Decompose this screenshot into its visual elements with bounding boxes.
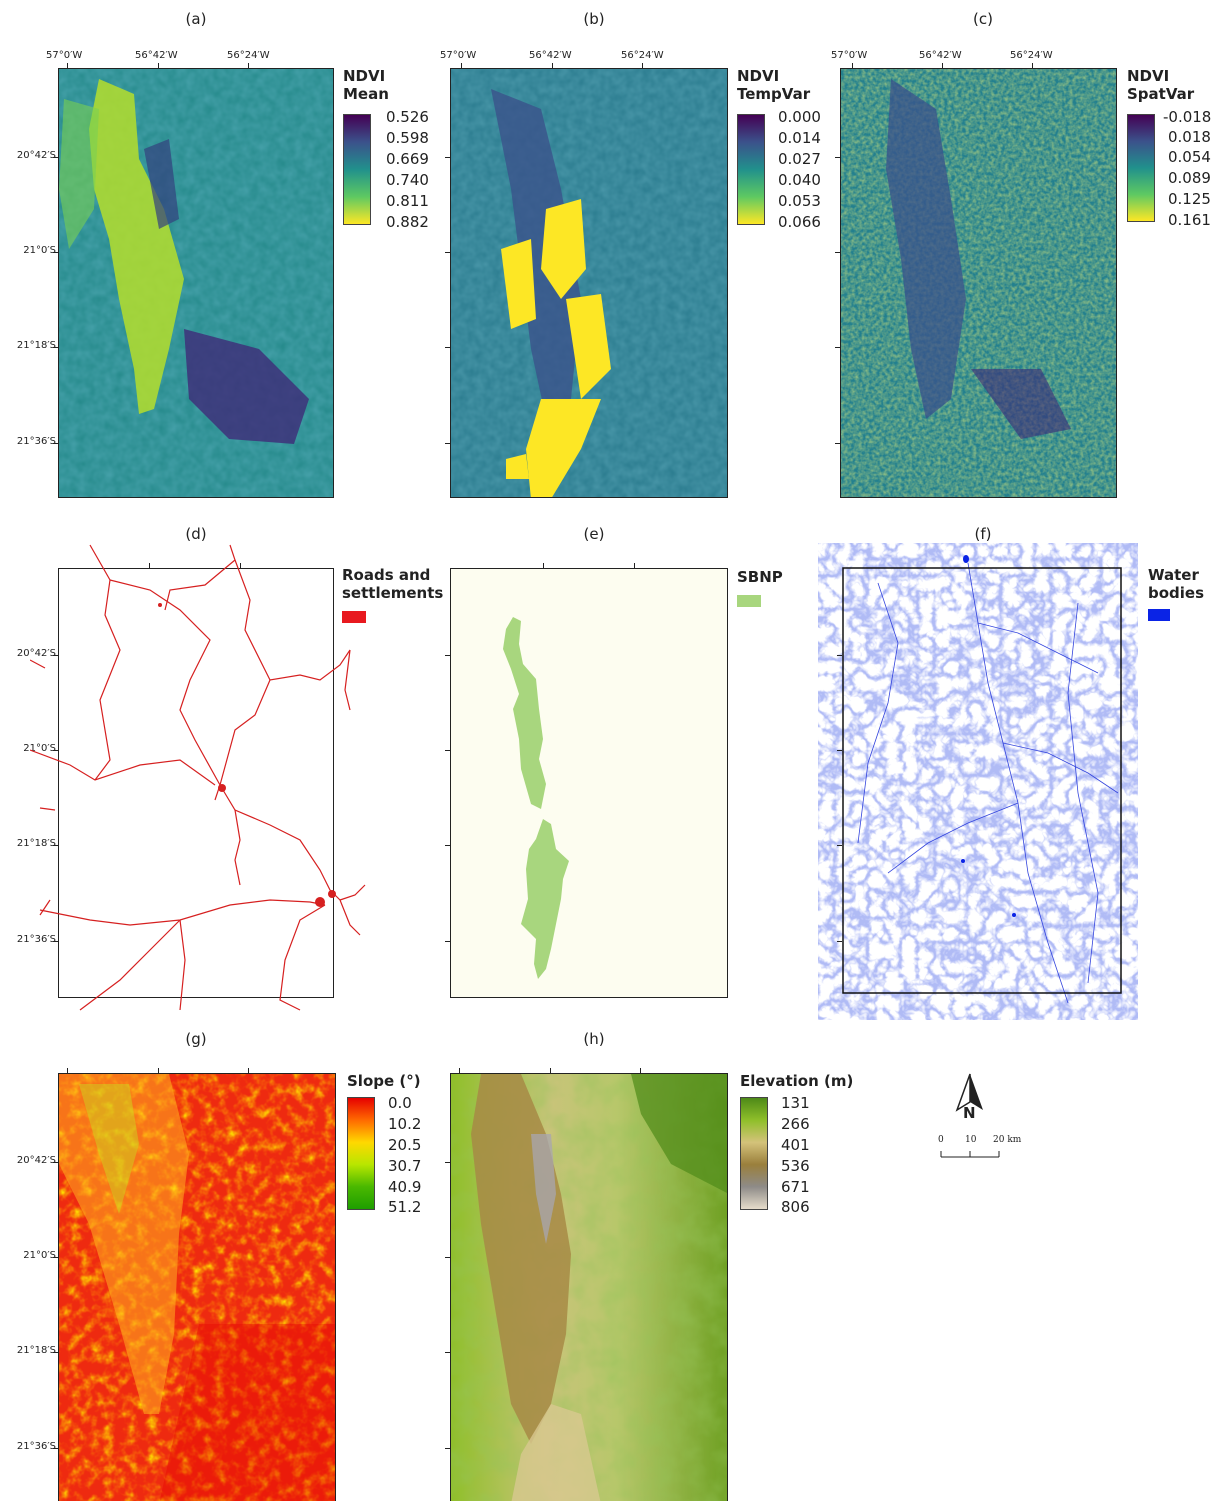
y-tick-label: 21°0′S bbox=[23, 743, 56, 754]
y-tick-label: 20°42′S bbox=[16, 1155, 56, 1166]
ndvi-tempvar-raster bbox=[451, 69, 727, 497]
colorbar-ndvi-tempvar bbox=[737, 114, 765, 225]
map-sbnp bbox=[450, 568, 728, 998]
cbar-tick-label: 10.2 bbox=[388, 1115, 422, 1133]
cbar-tick-label: 0.053 bbox=[778, 192, 821, 210]
cbar-tick-label: 0.000 bbox=[778, 108, 821, 126]
scale-label-20: 20 km bbox=[993, 1135, 1022, 1145]
cbar-tick-label: 0.014 bbox=[778, 129, 821, 147]
scale-bar: 0 10 20 km bbox=[935, 1135, 1045, 1165]
cbar-tick-label: 0.161 bbox=[1168, 211, 1211, 229]
cbar-tick-label: 266 bbox=[781, 1115, 810, 1133]
cbar-tick-label: 806 bbox=[781, 1198, 810, 1216]
cbar-tick-label: 131 bbox=[781, 1094, 810, 1112]
cbar-tick-label: 0.125 bbox=[1168, 190, 1211, 208]
colorbar-ndvi-spatvar bbox=[1127, 114, 1155, 222]
y-tick-label: 20°42′S bbox=[16, 648, 56, 659]
panel-label-a: (a) bbox=[185, 10, 207, 28]
roads-network bbox=[30, 544, 366, 1011]
slope-raster bbox=[59, 1074, 335, 1501]
cbar-tick-label: 536 bbox=[781, 1157, 810, 1175]
cbar-tick-label: 0.054 bbox=[1168, 148, 1211, 166]
ndvi-spatvar-raster bbox=[841, 69, 1116, 497]
cbar-tick-label: 0.526 bbox=[386, 108, 429, 126]
panel-label-d: (d) bbox=[185, 525, 207, 543]
map-elevation bbox=[450, 1073, 728, 1501]
cbar-tick-label: 0.066 bbox=[778, 213, 821, 231]
legend-title-c: NDVI SpatVar bbox=[1127, 67, 1195, 103]
x-tick-label: 56°42′W bbox=[529, 50, 572, 61]
river-network bbox=[818, 543, 1138, 1020]
north-arrow-icon: N bbox=[953, 1072, 987, 1126]
cbar-tick-label: 0.598 bbox=[386, 129, 429, 147]
scale-label-0: 0 bbox=[938, 1135, 944, 1145]
y-tick-label: 20°42′S bbox=[16, 150, 56, 161]
sbnp-park-shape bbox=[503, 617, 569, 979]
elevation-raster bbox=[451, 1074, 727, 1501]
y-tick-label: 21°0′S bbox=[23, 1250, 56, 1261]
x-tick-label: 57°0′W bbox=[46, 50, 83, 61]
colorbar-elevation bbox=[740, 1097, 768, 1210]
cbar-tick-label: 0.811 bbox=[386, 192, 429, 210]
panel-label-f: (f) bbox=[974, 525, 992, 543]
y-tick-label: 21°18′S bbox=[16, 838, 56, 849]
x-tick-label: 57°0′W bbox=[831, 50, 868, 61]
colorbar-ndvi-mean bbox=[343, 114, 371, 225]
map-ndvi-tempvar bbox=[450, 68, 728, 498]
y-tick-label: 21°0′S bbox=[23, 245, 56, 256]
panel-label-e: (e) bbox=[583, 525, 605, 543]
legend-title-h: Elevation (m) bbox=[740, 1072, 854, 1090]
y-tick-label: 21°36′S bbox=[16, 436, 56, 447]
x-tick-label: 56°42′W bbox=[135, 50, 178, 61]
legend-title-e: SBNP bbox=[737, 568, 783, 586]
cbar-tick-label: 30.7 bbox=[388, 1157, 422, 1175]
water-legend-swatch bbox=[1148, 609, 1170, 621]
cbar-tick-label: 0.027 bbox=[778, 150, 821, 168]
cbar-tick-label: 0.040 bbox=[778, 171, 821, 189]
legend-title-b: NDVI TempVar bbox=[737, 67, 811, 103]
panel-label-h: (h) bbox=[583, 1030, 605, 1048]
y-tick-label: 21°36′S bbox=[16, 934, 56, 945]
legend-title-g: Slope (°) bbox=[347, 1072, 421, 1090]
map-slope bbox=[58, 1073, 336, 1501]
map-water-bodies bbox=[818, 543, 1138, 1020]
north-arrow-label: N bbox=[963, 1104, 976, 1122]
cbar-tick-label: -0.018 bbox=[1163, 108, 1212, 126]
y-tick-label: 21°18′S bbox=[16, 340, 56, 351]
cbar-tick-label: 20.5 bbox=[388, 1136, 422, 1154]
cbar-tick-label: 0.882 bbox=[386, 213, 429, 231]
legend-title-f: Water bodies bbox=[1148, 566, 1205, 602]
legend-title-d: Roads and settlements bbox=[342, 566, 444, 602]
cbar-tick-label: 401 bbox=[781, 1136, 810, 1154]
y-tick-label: 21°18′S bbox=[16, 1345, 56, 1356]
x-tick-label: 57°0′W bbox=[440, 50, 477, 61]
x-tick-label: 56°24′W bbox=[1010, 50, 1053, 61]
map-ndvi-mean bbox=[58, 68, 334, 498]
cbar-tick-label: 671 bbox=[781, 1178, 810, 1196]
cbar-tick-label: 0.0 bbox=[388, 1094, 412, 1112]
cbar-tick-label: 40.9 bbox=[388, 1178, 422, 1196]
x-tick-label: 56°24′W bbox=[227, 50, 270, 61]
cbar-tick-label: 0.740 bbox=[386, 171, 429, 189]
cbar-tick-label: 0.089 bbox=[1168, 169, 1211, 187]
sbnp-legend-swatch bbox=[737, 595, 761, 607]
scale-label-10: 10 bbox=[965, 1135, 977, 1145]
x-tick-label: 56°42′W bbox=[919, 50, 962, 61]
map-roads-settlements bbox=[58, 568, 334, 998]
colorbar-slope bbox=[347, 1097, 375, 1210]
cbar-tick-label: 51.2 bbox=[388, 1198, 422, 1216]
map-ndvi-spatvar bbox=[840, 68, 1117, 498]
panel-label-c: (c) bbox=[973, 10, 993, 28]
ndvi-mean-raster bbox=[59, 69, 333, 497]
cbar-tick-label: 0.018 bbox=[1168, 128, 1211, 146]
panel-label-g: (g) bbox=[185, 1030, 207, 1048]
roads-legend-swatch bbox=[342, 611, 366, 623]
legend-title-a: NDVI Mean bbox=[343, 67, 389, 103]
x-tick-label: 56°24′W bbox=[621, 50, 664, 61]
cbar-tick-label: 0.669 bbox=[386, 150, 429, 168]
y-tick-label: 21°36′S bbox=[16, 1441, 56, 1452]
panel-label-b: (b) bbox=[583, 10, 605, 28]
